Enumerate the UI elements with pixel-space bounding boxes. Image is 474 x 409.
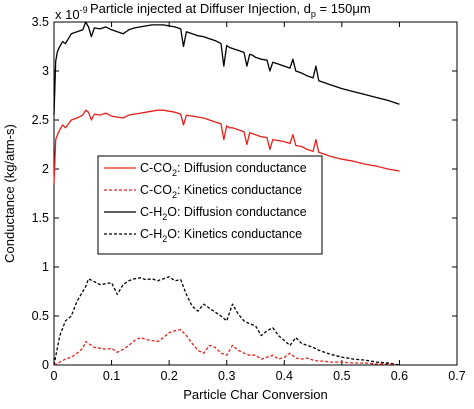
legend-label-subscript: 2 — [172, 168, 177, 178]
legend-box — [97, 155, 323, 255]
x-tick-label: 0.5 — [333, 369, 350, 383]
x-tick-label: 0.2 — [160, 369, 177, 383]
legend-label-post: : Kinetics conductance — [177, 183, 302, 197]
y-multiplier-exponent: -9 — [80, 5, 88, 15]
legend-label-3: C-H2O: Diffusion conductance — [140, 205, 307, 222]
legend-label-1: C-CO2: Diffusion conductance — [140, 161, 307, 178]
axis-ticks: 0 0.1 0.2 0.3 0.4 0.5 0.6 0.7 0 0.5 1 1.5 2 2.5 3 3.5 — [32, 15, 466, 383]
y-tick-label: 0 — [42, 358, 49, 372]
legend-label-2: C-CO2: Kinetics conductance — [140, 183, 302, 200]
x-tick-label: 0.3 — [218, 369, 235, 383]
x-tick-label: 0 — [51, 369, 58, 383]
legend-label-post: O: Kinetics conductance — [167, 227, 302, 241]
x-tick-label: 0.6 — [391, 369, 408, 383]
chart-title-main: Particle injected at Diffuser Injection,… — [90, 1, 311, 16]
x-axis-label: Particle Char Conversion — [183, 387, 328, 402]
legend-label-subscript: 2 — [162, 212, 167, 222]
legend-label-subscript: 2 — [162, 234, 167, 244]
series-layer — [53, 21, 400, 366]
y-tick-label: 3.5 — [32, 15, 49, 29]
legend-label-pre: C-H — [140, 205, 162, 219]
y-tick-label: 2.5 — [32, 113, 49, 127]
y-multiplier: x 10-9 — [55, 5, 88, 22]
x-tick-label: 0.1 — [103, 369, 120, 383]
x-tick-label: 0.4 — [276, 369, 293, 383]
legend-label-pre: C-H — [140, 227, 162, 241]
series-line-4 — [53, 276, 400, 366]
y-tick-label: 1.5 — [32, 211, 49, 225]
y-tick-label: 0.5 — [32, 309, 49, 323]
legend-label-post: : Diffusion conductance — [177, 161, 307, 175]
chart-title: Particle injected at Diffuser Injection,… — [90, 1, 371, 19]
y-axis-label: Conductance (kg/atm-s) — [2, 124, 17, 263]
chart-title-subscript: p — [311, 9, 316, 19]
y-multiplier-base: x 10 — [55, 7, 80, 22]
x-tick-label: 0.7 — [448, 369, 465, 383]
legend-label-pre: C-CO — [140, 183, 172, 197]
legend-label-pre: C-CO — [140, 161, 172, 175]
legend-label-4: C-H2O: Kinetics conductance — [140, 227, 302, 244]
legend-label-post: O: Diffusion conductance — [167, 205, 306, 219]
chart-title-tail: = 150μm — [316, 1, 371, 16]
plot-area — [53, 21, 458, 366]
y-tick-label: 1 — [42, 260, 49, 274]
y-tick-label: 2 — [42, 162, 49, 176]
y-tick-label: 3 — [42, 64, 49, 78]
series-line-2 — [53, 329, 400, 366]
legend-label-subscript: 2 — [172, 190, 177, 200]
series-line-1 — [53, 109, 400, 184]
series-line-3 — [53, 21, 400, 116]
